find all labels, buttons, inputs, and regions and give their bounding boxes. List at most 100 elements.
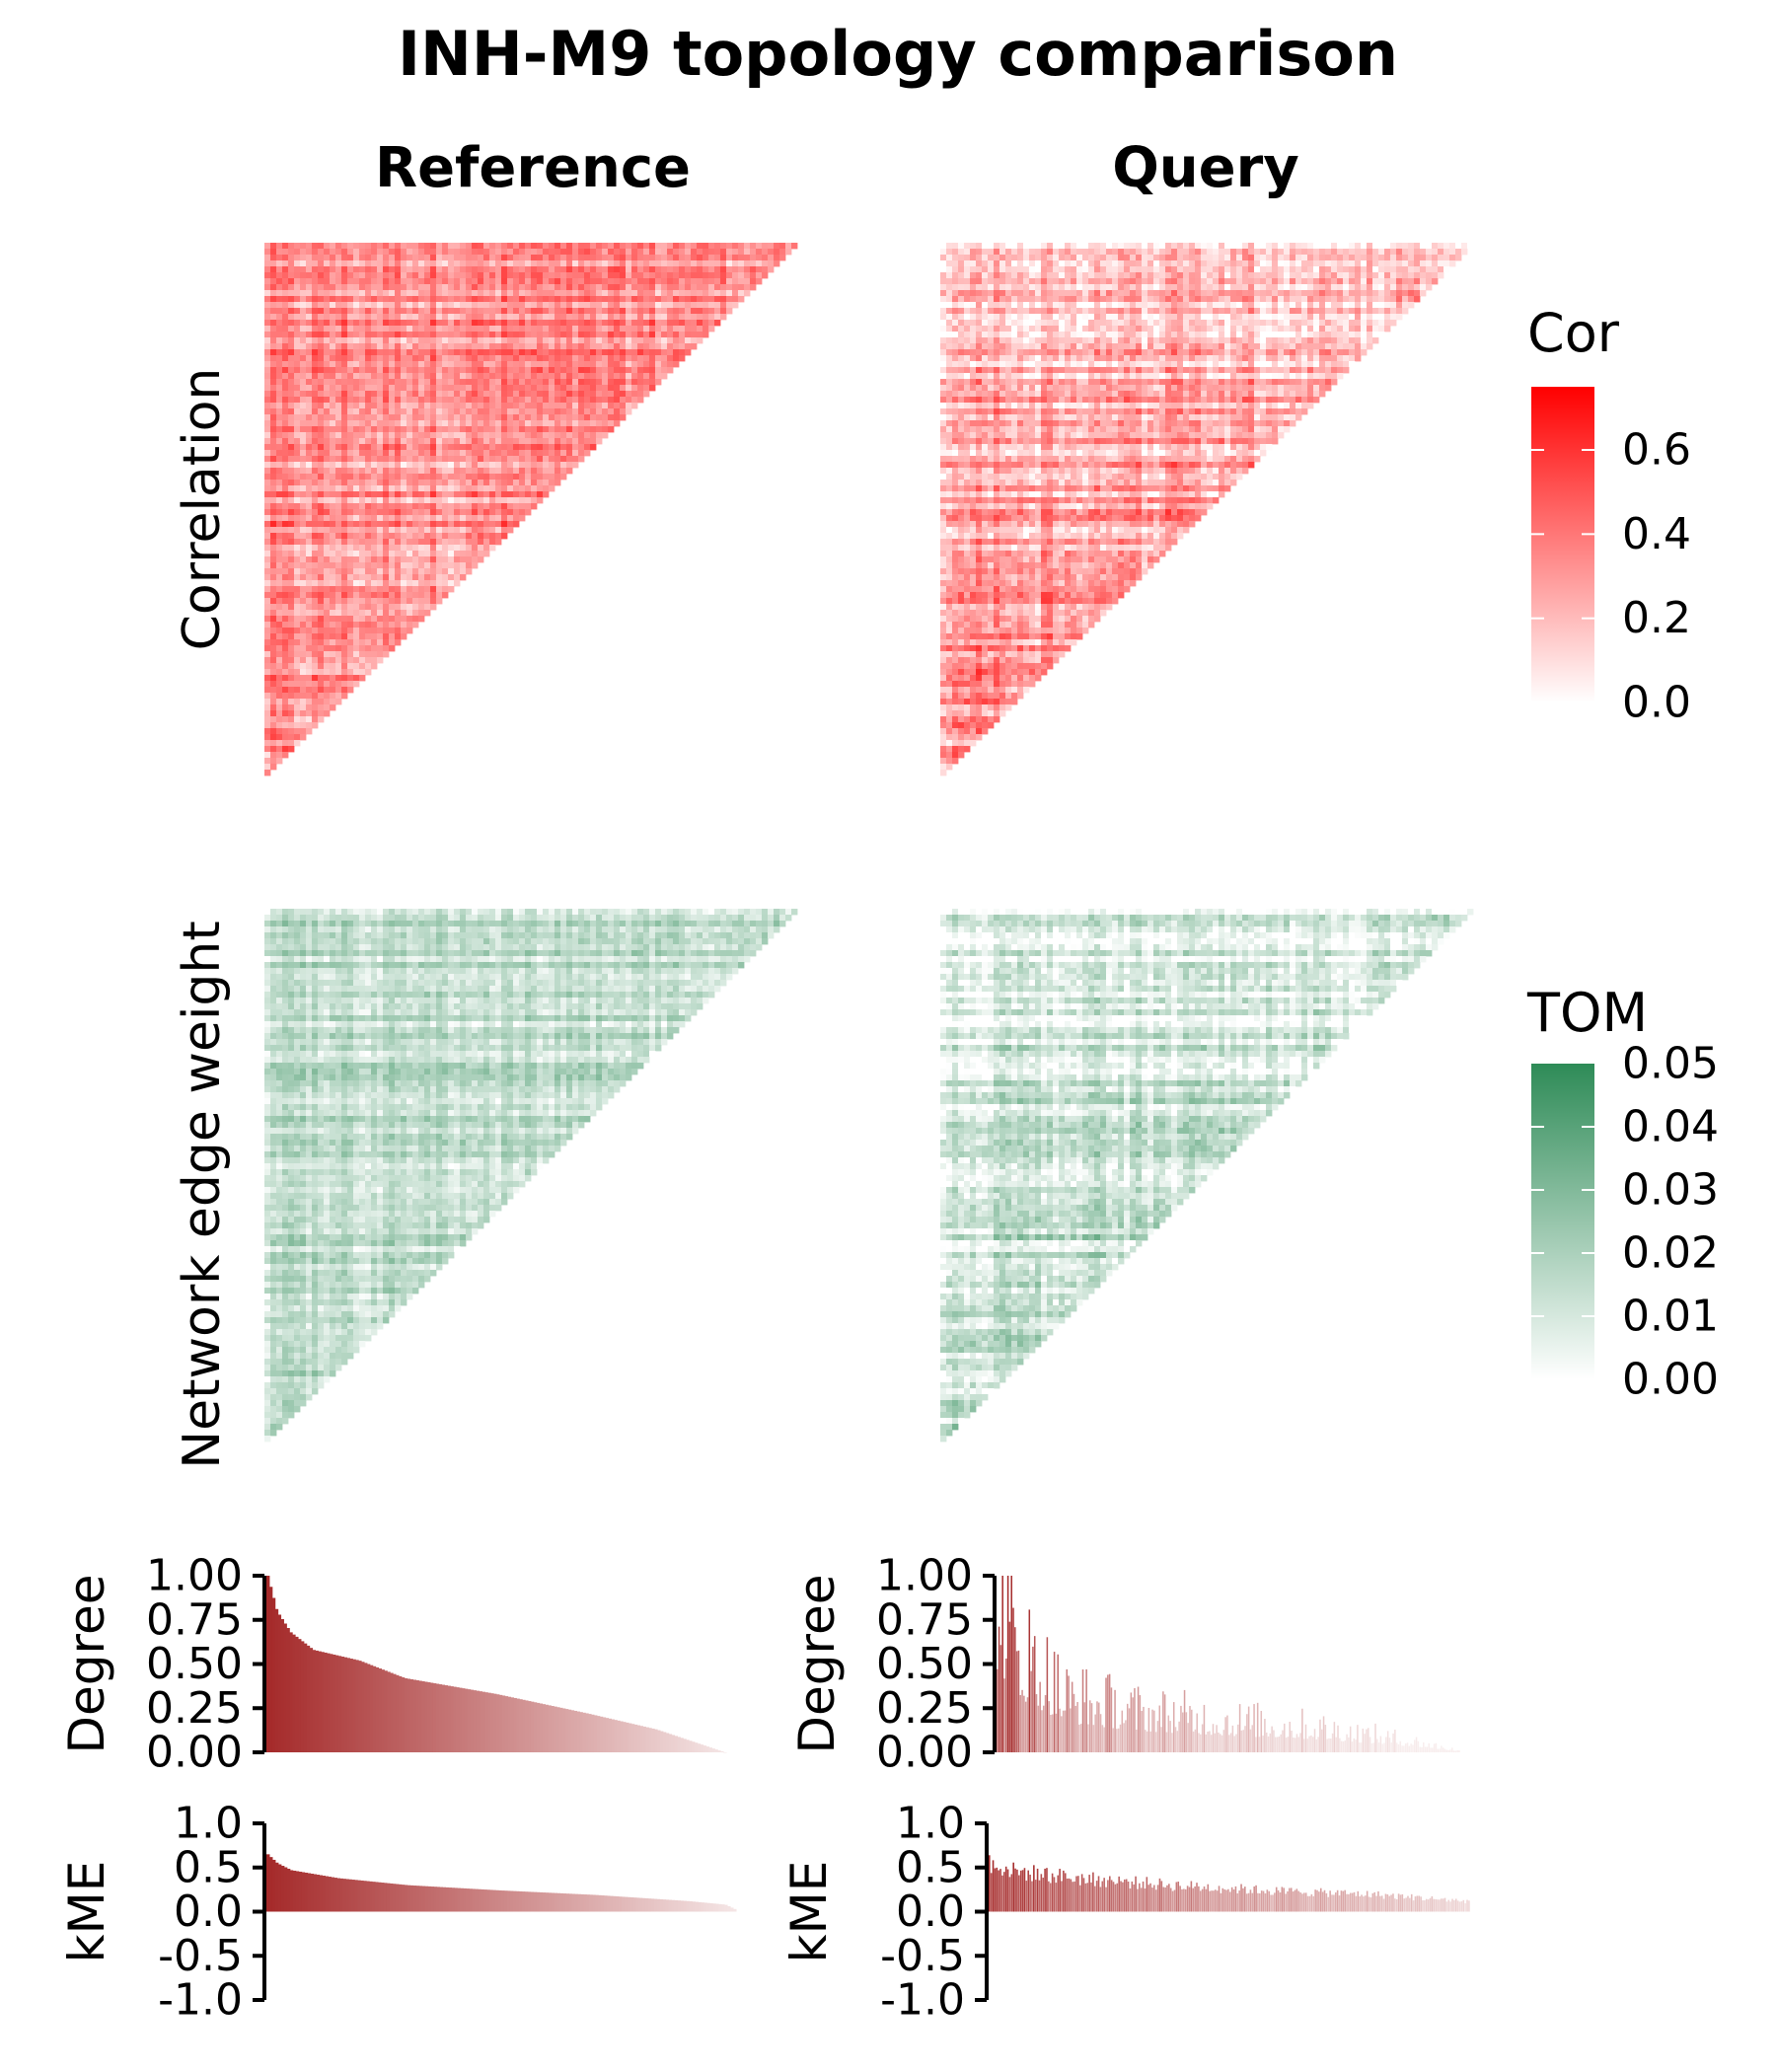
heatmap-cell [566, 296, 573, 303]
heatmap-cell [661, 266, 668, 273]
heatmap-cell [300, 438, 307, 445]
heatmap-cell [649, 367, 656, 374]
heatmap-cell [637, 266, 644, 273]
heatmap-cell [483, 485, 490, 492]
heatmap-cell [347, 438, 354, 445]
heatmap-cell [1017, 284, 1024, 291]
heatmap-cell [1402, 278, 1409, 285]
heatmap-cell [288, 296, 295, 303]
heatmap-cell [631, 391, 638, 398]
heatmap-cell [430, 456, 437, 463]
heatmap-cell [673, 349, 680, 356]
heatmap-cell [952, 266, 959, 273]
heatmap-cell [383, 539, 390, 546]
heatmap-cell [288, 580, 295, 587]
heatmap-cell [555, 332, 561, 338]
heatmap-cell [353, 622, 360, 629]
heatmap-cell [300, 556, 307, 563]
heatmap-cell [442, 373, 449, 380]
heatmap-cell [708, 290, 715, 297]
heatmap-cell [454, 539, 461, 546]
heatmap-cell [679, 243, 686, 250]
heatmap-cell [377, 255, 384, 261]
heatmap-cell [489, 533, 496, 540]
heatmap-cell [501, 272, 508, 279]
heatmap-cell [460, 444, 467, 451]
heatmap-cell [590, 408, 597, 415]
heatmap-cell [341, 432, 348, 439]
heatmap-cell [466, 243, 473, 250]
heatmap-cell [282, 361, 289, 368]
heatmap-cell [720, 243, 727, 250]
heatmap-cell [306, 361, 313, 368]
heatmap-cell [1343, 290, 1350, 297]
heatmap-cell [590, 266, 597, 273]
heatmap-cell [572, 332, 579, 338]
heatmap-cell [472, 414, 479, 421]
heatmap-cell [970, 278, 977, 285]
heatmap-cell [347, 397, 354, 404]
heatmap-cell [430, 426, 437, 433]
heatmap-cell [359, 491, 366, 498]
heatmap-cell [549, 337, 555, 344]
heatmap-cell [389, 539, 396, 546]
heatmap-cell [1313, 243, 1320, 250]
heatmap-cell [306, 521, 313, 528]
heatmap-cell [555, 379, 561, 386]
heatmap-cell [371, 373, 378, 380]
heatmap-cell [1313, 284, 1320, 291]
heatmap-cell [347, 403, 354, 409]
heatmap-cell [288, 740, 295, 747]
heatmap-cell [714, 314, 721, 321]
heatmap-cell [460, 515, 467, 522]
heatmap-cell [483, 326, 490, 333]
heatmap-cell [318, 426, 325, 433]
heatmap-cell [306, 545, 313, 552]
heatmap-cell [507, 456, 514, 463]
heatmap-cell [418, 527, 425, 534]
heatmap-cell [312, 663, 319, 670]
heatmap-cell [1378, 249, 1385, 256]
heatmap-cell [507, 432, 514, 439]
heatmap-cell [1153, 255, 1160, 261]
heatmap-cell [288, 592, 295, 599]
heatmap-cell [507, 260, 514, 267]
heatmap-cell [335, 450, 342, 457]
heatmap-cell [460, 432, 467, 439]
heatmap-cell [1171, 255, 1178, 261]
heatmap-cell [312, 308, 319, 315]
heatmap-cell [288, 539, 295, 546]
heatmap-cell [667, 337, 674, 344]
heatmap-cell [1047, 260, 1054, 267]
heatmap-cell [448, 450, 455, 457]
heatmap-cell [300, 574, 307, 581]
heatmap-cell [442, 562, 449, 569]
heatmap-cell [720, 296, 727, 303]
heatmap-cell [288, 633, 295, 640]
heatmap-cell [353, 598, 360, 605]
heatmap-cell [312, 480, 319, 486]
heatmap-cell [525, 385, 532, 392]
heatmap-cell [1124, 266, 1131, 273]
heatmap-cell [436, 255, 443, 261]
heatmap-cell [442, 332, 449, 338]
heatmap-cell [335, 480, 342, 486]
heatmap-cell [448, 521, 455, 528]
heatmap-cell [371, 426, 378, 433]
heatmap-cell [448, 420, 455, 427]
heatmap-cell [478, 474, 484, 481]
heatmap-cell [649, 349, 656, 356]
heatmap-cell [359, 296, 366, 303]
heatmap-cell [294, 586, 301, 593]
heatmap-cell [436, 527, 443, 534]
heatmap-cell [288, 302, 295, 309]
heatmap-cell [318, 693, 325, 700]
heatmap-cell [341, 314, 348, 321]
heatmap-cell [489, 255, 496, 261]
heatmap-cell [395, 533, 402, 540]
heatmap-cell [318, 367, 325, 374]
heatmap-cell [596, 426, 603, 433]
heatmap-cell [472, 521, 479, 528]
heatmap-cell [1408, 249, 1415, 256]
heatmap-cell [270, 716, 277, 723]
